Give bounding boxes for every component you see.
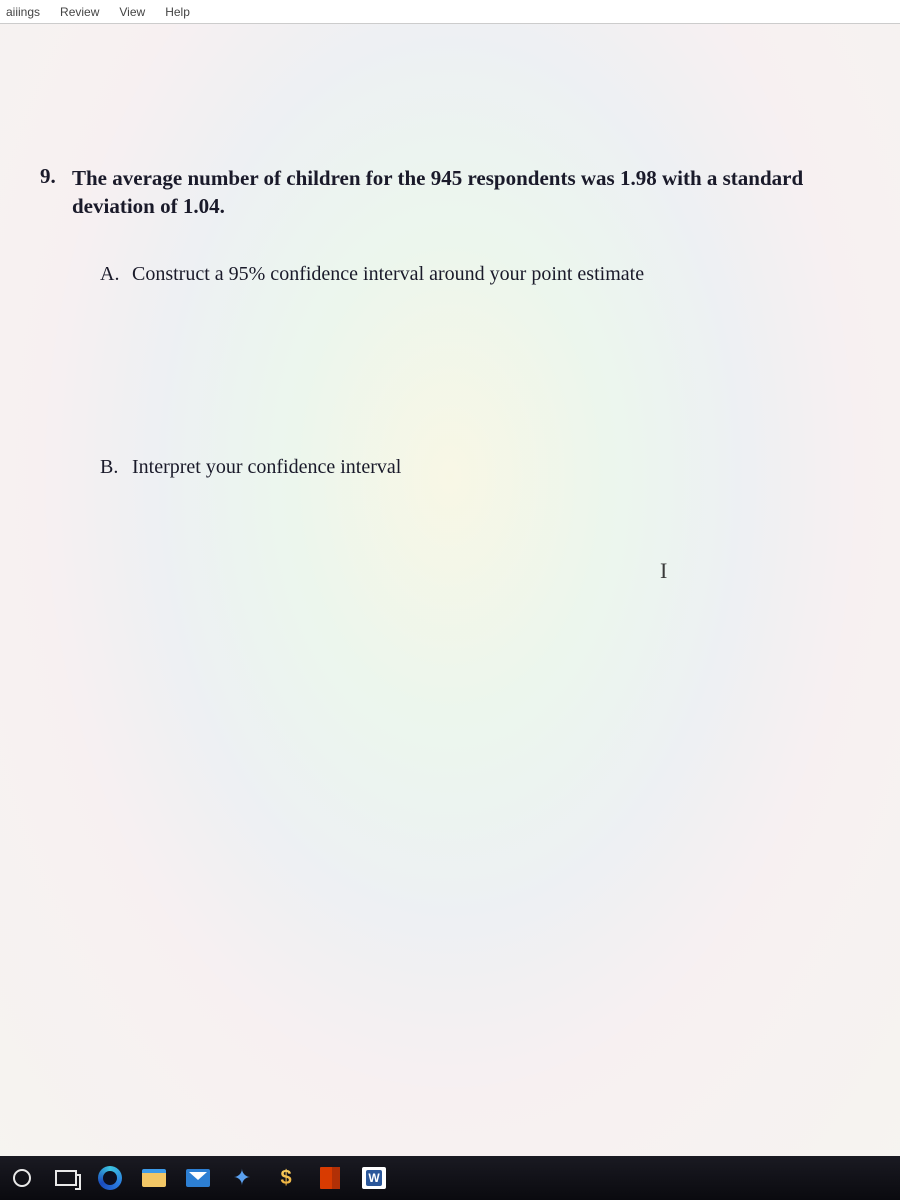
menu-item[interactable]: Help	[165, 5, 190, 19]
menu-item[interactable]: aiiings	[6, 5, 40, 19]
part-text: Construct a 95% confidence interval arou…	[132, 263, 644, 286]
text-cursor-icon: I	[660, 558, 667, 584]
taskbar: ✦ $ W	[0, 1156, 900, 1200]
word-icon[interactable]: W	[360, 1164, 388, 1192]
question-part-b: B. Interpret your confidence interval	[40, 456, 860, 479]
document-area: 9. The average number of children for th…	[0, 24, 900, 1156]
dollar-icon[interactable]: $	[272, 1164, 300, 1192]
file-explorer-icon[interactable]	[140, 1164, 168, 1192]
question-header: 9. The average number of children for th…	[40, 164, 860, 221]
mail-icon[interactable]	[184, 1164, 212, 1192]
taskview-icon[interactable]	[52, 1164, 80, 1192]
part-label: B.	[100, 456, 122, 479]
question-part-a: A. Construct a 95% confidence interval a…	[40, 263, 860, 286]
edge-icon[interactable]	[96, 1164, 124, 1192]
menubar: aiiings Review View Help	[0, 0, 900, 24]
part-text: Interpret your confidence interval	[132, 456, 401, 479]
menu-item[interactable]: View	[119, 5, 145, 19]
office-icon[interactable]	[316, 1164, 344, 1192]
question-block: 9. The average number of children for th…	[40, 164, 860, 479]
menu-item[interactable]: Review	[60, 5, 99, 19]
question-stem: The average number of children for the 9…	[72, 164, 860, 221]
search-icon[interactable]	[8, 1164, 36, 1192]
dropbox-icon[interactable]: ✦	[228, 1164, 256, 1192]
part-label: A.	[100, 263, 122, 286]
question-number: 9.	[40, 164, 62, 189]
